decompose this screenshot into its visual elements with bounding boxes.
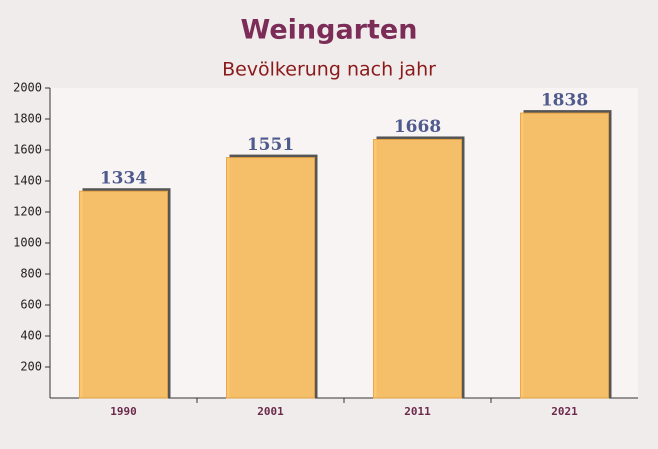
y-tick-label: 1600 — [13, 143, 42, 157]
value-label: 1668 — [394, 117, 441, 137]
value-label: 1334 — [100, 169, 147, 189]
x-tick-label: 2021 — [551, 405, 578, 418]
bar — [79, 190, 168, 399]
y-tick-label: 1400 — [13, 174, 42, 188]
x-tick-label: 1990 — [110, 405, 137, 418]
y-tick-label: 1000 — [13, 236, 42, 250]
y-tick-label: 1200 — [13, 205, 42, 219]
y-tick-label: 1800 — [13, 112, 42, 126]
y-tick-label: 800 — [20, 267, 42, 281]
x-tick-label: 2011 — [404, 405, 431, 418]
chart-title: Weingarten — [241, 15, 418, 46]
value-label: 1838 — [541, 91, 588, 111]
x-tick-label: 2001 — [257, 405, 284, 418]
y-tick-label: 200 — [20, 360, 42, 374]
y-tick-label: 600 — [20, 298, 42, 312]
y-tick-label: 2000 — [13, 81, 42, 95]
value-label: 1551 — [247, 135, 294, 155]
chart-subtitle: Bevölkerung nach jahr — [222, 59, 436, 81]
y-tick-label: 400 — [20, 329, 42, 343]
bar — [373, 138, 462, 399]
bar — [226, 157, 315, 399]
bar — [520, 112, 609, 399]
